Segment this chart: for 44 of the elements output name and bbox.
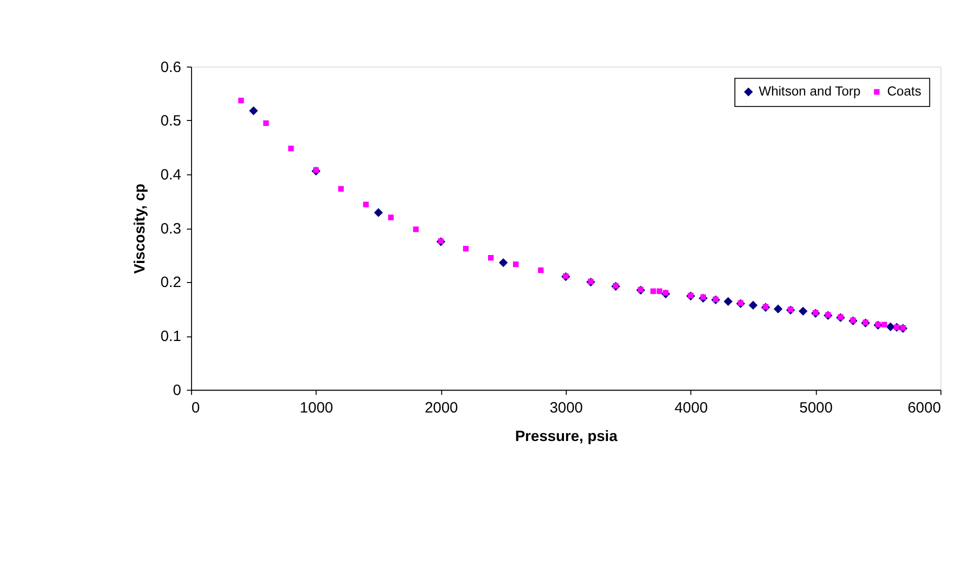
point (538, 267, 544, 274)
point (838, 314, 844, 320)
point (513, 261, 519, 268)
point (656, 288, 662, 294)
point (463, 246, 469, 252)
point (288, 146, 294, 152)
point (774, 304, 783, 314)
x-tick-label: 3000 (550, 400, 583, 417)
point (313, 167, 319, 173)
x-tick-label: 0 (192, 400, 200, 417)
point (374, 208, 383, 218)
point (488, 255, 494, 261)
point (388, 214, 394, 220)
legend-label: Coats (887, 84, 922, 99)
y-tick-label: 0.3 (160, 220, 182, 238)
x-tick-label: 4000 (674, 400, 708, 417)
x-tick-label: 2000 (424, 400, 458, 417)
y-tick-label: 0.5 (160, 112, 182, 130)
point (738, 300, 744, 306)
legend-label: Whitson and Torp (758, 84, 861, 99)
point (498, 258, 508, 268)
y-tick-label: 0 (172, 382, 182, 399)
point (638, 286, 644, 292)
y-tick-label: 0.2 (160, 274, 182, 292)
point (724, 297, 733, 306)
point (338, 186, 344, 192)
point (263, 120, 269, 126)
x-tick-label: 5000 (799, 400, 833, 417)
point (413, 226, 419, 232)
point (881, 322, 888, 328)
point (238, 98, 244, 104)
point (562, 273, 569, 279)
x-tick-label: 6000 (908, 400, 941, 417)
x-tick-label: 1000 (300, 400, 334, 417)
y-tick-label: 0.6 (160, 58, 182, 76)
point (748, 300, 758, 310)
y-tick-label: 0.1 (160, 328, 182, 346)
y-axis-title: Viscosity, cp (131, 184, 148, 274)
y-tick-label: 0.4 (160, 166, 182, 184)
point (363, 202, 369, 208)
point (650, 288, 656, 294)
point (798, 306, 808, 316)
point (249, 106, 258, 116)
x-axis-title: Pressure, psia (515, 428, 618, 445)
